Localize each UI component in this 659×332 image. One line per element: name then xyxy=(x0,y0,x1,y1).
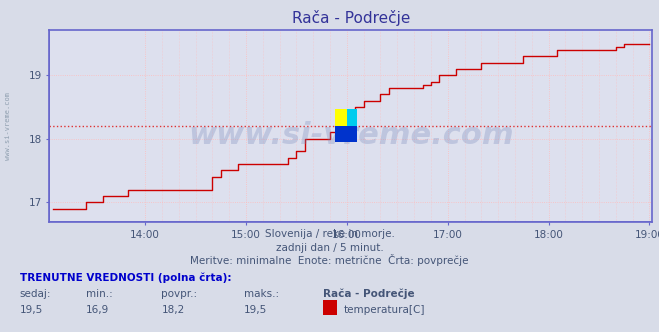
Text: povpr.:: povpr.: xyxy=(161,289,198,299)
Text: TRENUTNE VREDNOSTI (polna črta):: TRENUTNE VREDNOSTI (polna črta): xyxy=(20,272,231,283)
Text: sedaj:: sedaj: xyxy=(20,289,51,299)
Text: Slovenija / reke in morje.: Slovenija / reke in morje. xyxy=(264,229,395,239)
Text: 19,5: 19,5 xyxy=(244,305,267,315)
Text: min.:: min.: xyxy=(86,289,113,299)
Title: Rača - Podrečje: Rača - Podrečje xyxy=(292,10,410,26)
Text: Meritve: minimalne  Enote: metrične  Črta: povprečje: Meritve: minimalne Enote: metrične Črta:… xyxy=(190,254,469,266)
Text: Rača - Podrečje: Rača - Podrečje xyxy=(323,289,415,299)
Bar xyxy=(335,109,357,125)
Text: maks.:: maks.: xyxy=(244,289,279,299)
Text: www.si-vreme.com: www.si-vreme.com xyxy=(5,92,11,160)
Text: 16,9: 16,9 xyxy=(86,305,109,315)
Text: zadnji dan / 5 minut.: zadnji dan / 5 minut. xyxy=(275,243,384,253)
Text: 18,2: 18,2 xyxy=(161,305,185,315)
Text: temperatura[C]: temperatura[C] xyxy=(344,305,426,315)
Text: 19,5: 19,5 xyxy=(20,305,43,315)
Bar xyxy=(335,125,357,142)
Bar xyxy=(347,109,357,125)
Text: www.si-vreme.com: www.si-vreme.com xyxy=(188,121,514,150)
